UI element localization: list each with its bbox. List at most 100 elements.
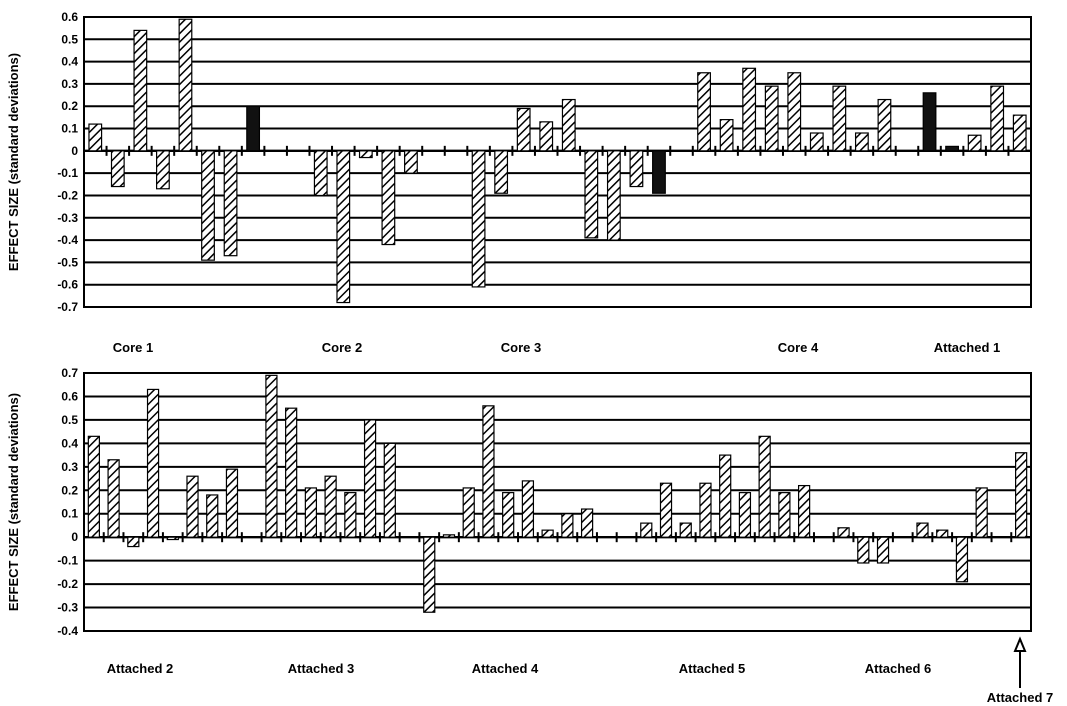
y-tick-label: -0.3	[57, 211, 78, 225]
y-tick-label: -0.6	[57, 278, 78, 292]
y-tick-label: 0.7	[61, 366, 78, 380]
group-label: Core 2	[322, 340, 362, 355]
bar	[285, 407, 298, 538]
bar	[1015, 452, 1028, 538]
bar	[854, 132, 869, 152]
y-tick-label: 0.6	[61, 389, 78, 403]
bar	[88, 123, 103, 152]
y-tick-label: 0.1	[61, 122, 78, 136]
top-chart-panel: -0.7 -0.6 -0.5 -0.4 -0.3 -0.2 -0.1 0 0.1 0.2 0.3 0.…	[6, 10, 1032, 355]
group-label: Attached 1	[934, 340, 1000, 355]
bar	[383, 442, 396, 538]
bar	[659, 482, 673, 538]
bar	[1012, 114, 1027, 152]
bar	[606, 150, 621, 241]
bar	[738, 492, 752, 538]
bar	[344, 492, 357, 538]
bar	[265, 374, 278, 538]
group-label: Attached 7	[987, 690, 1053, 705]
y-tick-label: 0.4	[61, 55, 78, 69]
bar	[837, 527, 850, 538]
group-label: Core 4	[778, 340, 819, 355]
bar	[324, 475, 337, 538]
y-tick-label: -0.2	[57, 188, 78, 202]
bar	[561, 98, 576, 152]
bar	[679, 522, 692, 538]
bar	[584, 150, 599, 239]
bar	[778, 492, 791, 538]
y-tick-label: 0.3	[61, 77, 78, 91]
y-tick-label: -0.1	[57, 166, 78, 180]
bar	[442, 534, 456, 538]
bar	[146, 388, 160, 538]
y-tick-label: 0.2	[61, 99, 78, 113]
bar	[381, 150, 396, 246]
bar	[133, 29, 148, 152]
y-tick-label: -0.7	[57, 300, 78, 314]
bar	[719, 454, 732, 538]
y-tick-label: 0	[71, 530, 78, 544]
bar	[471, 150, 486, 288]
y-tick-label: 0.5	[61, 32, 78, 46]
y-axis-title: EFFECT SIZE (standard deviations)	[6, 393, 21, 611]
group-label: Attached 4	[472, 661, 539, 676]
bar	[640, 522, 653, 538]
arrow-head-icon	[1013, 636, 1027, 652]
y-tick-label: 0.2	[61, 483, 78, 497]
bar	[652, 150, 666, 194]
bar	[521, 480, 535, 538]
bar	[764, 85, 779, 152]
bar	[246, 105, 261, 152]
y-tick-label: -0.2	[57, 577, 78, 591]
bar	[336, 150, 351, 304]
bar	[304, 487, 318, 538]
group-label: Attached 2	[107, 661, 173, 676]
bar	[166, 536, 179, 541]
y-tick-label: 0.1	[61, 507, 78, 521]
y-tick-label: -0.4	[57, 233, 78, 247]
bar	[110, 150, 125, 188]
y-tick-label: 0	[71, 144, 78, 158]
bar	[787, 72, 802, 152]
bar	[178, 18, 193, 152]
bar	[358, 150, 373, 159]
bar	[967, 134, 982, 152]
bar	[857, 536, 870, 564]
bar	[877, 98, 892, 152]
bar	[225, 468, 239, 538]
y-tick-label: -0.5	[57, 255, 78, 269]
bar	[404, 150, 418, 174]
group-label: Attached 3	[288, 661, 354, 676]
y-tick-label: -0.4	[57, 624, 78, 638]
bar	[541, 529, 554, 538]
bar	[462, 487, 475, 538]
bottom-chart-panel: -0.4 -0.3 -0.2 -0.1 0 0.1 0.2 0.3 0.4 0.5 0.6 0.7 EF…	[6, 366, 1053, 705]
bar	[482, 405, 495, 538]
bar	[494, 150, 509, 194]
bar	[502, 492, 515, 538]
y-tick-label: 0.5	[61, 413, 78, 427]
group-label: Core 1	[113, 340, 153, 355]
bar	[936, 529, 949, 538]
group-label: Core 3	[501, 340, 541, 355]
bar	[697, 72, 711, 152]
bar	[313, 150, 328, 197]
bar	[809, 132, 824, 152]
bar	[516, 107, 531, 152]
bar	[945, 145, 959, 152]
bar	[758, 435, 771, 538]
y-axis-title: EFFECT SIZE (standard deviations)	[6, 53, 21, 271]
bar	[107, 459, 120, 538]
bar	[206, 494, 219, 538]
bar	[186, 475, 199, 538]
bar	[580, 508, 594, 538]
bar	[539, 121, 554, 152]
bar	[629, 150, 644, 188]
bar	[975, 487, 988, 538]
plot-frame	[83, 372, 1032, 632]
bar	[922, 92, 937, 152]
y-tick-label: 0.4	[61, 436, 78, 450]
bar	[201, 150, 215, 261]
bar	[797, 484, 811, 538]
